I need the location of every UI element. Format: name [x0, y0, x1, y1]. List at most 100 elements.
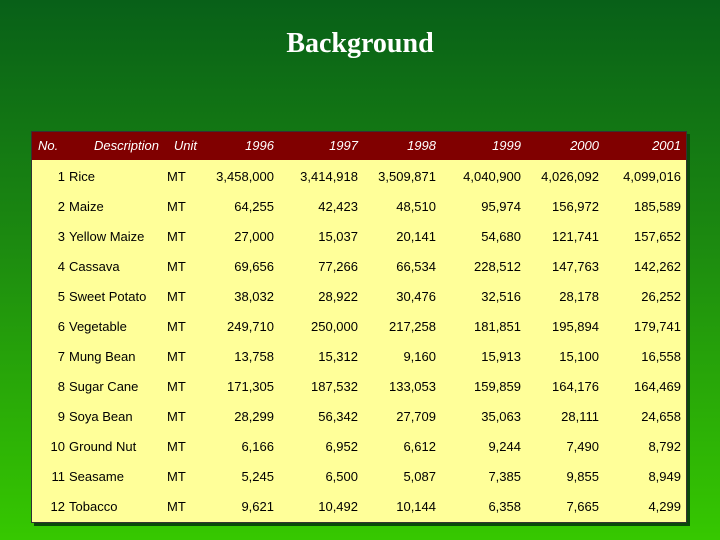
table-cell: 6,612	[403, 439, 436, 454]
table-cell: 28,178	[559, 289, 599, 304]
table-cell: 27,709	[396, 409, 436, 424]
table-cell: 13,758	[234, 349, 274, 364]
table-cell: 28,922	[318, 289, 358, 304]
table-cell: 4,299	[648, 499, 681, 514]
table-cell: 95,974	[481, 199, 521, 214]
table-cell: 15,312	[318, 349, 358, 364]
table-cell: MT	[167, 439, 186, 454]
table-cell: 171,305	[227, 379, 274, 394]
table-cell: MT	[167, 469, 186, 484]
header-cell: 1996	[245, 138, 274, 153]
table-cell: 3	[57, 229, 65, 244]
table-cell: 32,516	[481, 289, 521, 304]
table-cell: 164,469	[634, 379, 681, 394]
table-cell: Tobacco	[69, 499, 118, 514]
table-cell: 7,490	[566, 439, 599, 454]
table-cell: 35,063	[481, 409, 521, 424]
table-cell: 5,087	[403, 469, 436, 484]
table-cell: 164,176	[552, 379, 599, 394]
table-cell: 9,244	[488, 439, 521, 454]
table-cell: 179,741	[634, 319, 681, 334]
table-cell: 185,589	[634, 199, 681, 214]
table-cell: 147,763	[552, 259, 599, 274]
table-cell: 6	[57, 319, 65, 334]
table-cell: MT	[167, 169, 186, 184]
table-cell: MT	[167, 289, 186, 304]
table-cell: 3,509,871	[378, 169, 436, 184]
table-cell: 249,710	[227, 319, 274, 334]
header-cell: 1998	[407, 138, 436, 153]
table-cell: Seasame	[69, 469, 124, 484]
table-cell: 5	[57, 289, 65, 304]
table-cell: 30,476	[396, 289, 436, 304]
table-cell: 195,894	[552, 319, 599, 334]
table-cell: 10,492	[318, 499, 358, 514]
table-cell: 156,972	[552, 199, 599, 214]
table-cell: 7,385	[488, 469, 521, 484]
table-cell: 6,358	[488, 499, 521, 514]
table-cell: 12	[50, 499, 65, 514]
table-cell: 48,510	[396, 199, 436, 214]
table-cell: Soya Bean	[69, 409, 133, 424]
table-cell: 77,266	[318, 259, 358, 274]
table-cell: MT	[167, 379, 186, 394]
table-cell: Vegetable	[69, 319, 127, 334]
table-cell: 8,792	[648, 439, 681, 454]
table-cell: 28,299	[234, 409, 274, 424]
table-cell: 15,913	[481, 349, 521, 364]
table-cell: MT	[167, 199, 186, 214]
table-header	[32, 132, 686, 160]
table-cell: 9,855	[566, 469, 599, 484]
table-cell: 6,166	[241, 439, 274, 454]
table-cell: 66,534	[396, 259, 436, 274]
table-cell: MT	[167, 349, 186, 364]
header-cell: Description	[93, 138, 159, 153]
header-cell: 1997	[329, 138, 358, 153]
table-cell: 7,665	[566, 499, 599, 514]
table-cell: Rice	[69, 169, 96, 184]
table-cell: 5,245	[241, 469, 274, 484]
table-cell: 11	[51, 469, 66, 484]
table-cell: 157,652	[634, 229, 681, 244]
table-cell: 8	[57, 379, 65, 394]
table-cell: 28,111	[561, 409, 599, 424]
table-cell: 228,512	[474, 259, 521, 274]
table: No. Description Unit 1996 1997 1998 1999 2000 20…	[31, 131, 687, 523]
table-cell: 217,258	[389, 319, 436, 334]
table-cell: 133,053	[389, 379, 436, 394]
table-cell: 20,141	[396, 229, 436, 244]
table-cell: 38,032	[234, 289, 274, 304]
table-cell: 142,262	[634, 259, 681, 274]
table-cell: 4	[57, 259, 65, 274]
table-cell: 27,000	[234, 229, 274, 244]
table-cell: 250,000	[311, 319, 358, 334]
table-cell: 181,851	[474, 319, 521, 334]
table-cell: 4,099,016	[623, 169, 681, 184]
table-cell: 9,160	[403, 349, 436, 364]
table-cell: MT	[167, 259, 186, 274]
table-cell: 10,144	[396, 499, 436, 514]
table-cell: MT	[167, 499, 186, 514]
table-cell: Mung Bean	[69, 349, 136, 364]
header-cell: 2000	[570, 138, 599, 153]
header-cell: 1999	[492, 138, 521, 153]
table-cell: 10	[50, 439, 65, 454]
table-cell: Cassava	[69, 259, 120, 274]
table-cell: Maize	[69, 199, 104, 214]
table-cell: 64,255	[234, 199, 274, 214]
table-cell: 3,414,918	[300, 169, 358, 184]
table-cell: 4,040,900	[463, 169, 521, 184]
table-cell: 6,500	[325, 469, 358, 484]
table-cell: MT	[167, 319, 186, 334]
slide-title: Background	[286, 28, 434, 59]
table-cell: 15,037	[318, 229, 358, 244]
table-cell: 15,100	[559, 349, 599, 364]
table-cell: Ground Nut	[69, 439, 137, 454]
table-cell: 7	[57, 349, 65, 364]
header-cell: 2001	[652, 138, 681, 153]
table-cell: Sugar Cane	[69, 379, 139, 394]
table-cell: 26,252	[641, 289, 681, 304]
table-cell: 9,621	[241, 499, 274, 514]
table-cell: 6,952	[325, 439, 358, 454]
